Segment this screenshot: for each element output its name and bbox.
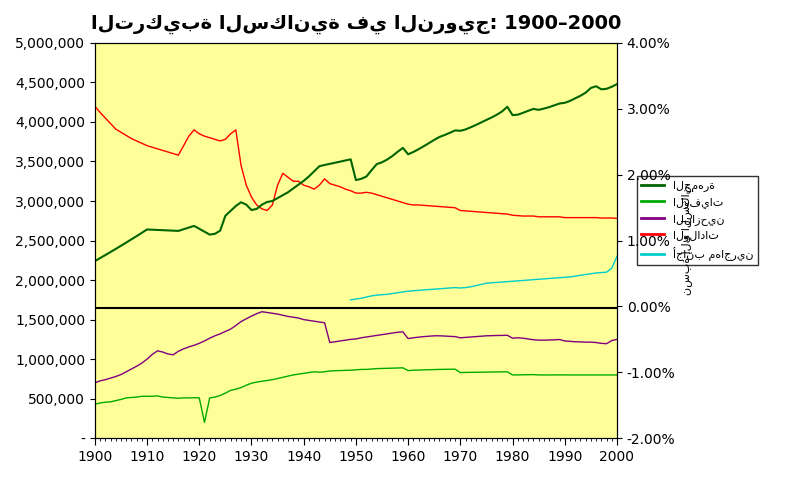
Title: التركيبة السكانية في النرويج: 1900–2000: التركيبة السكانية في النرويج: 1900–2000 [90, 15, 621, 34]
Legend: الجمهرة, الوفيات, النازحين, الولادات, أجانب مهاجرين: الجمهرة, الوفيات, النازحين, الولادات, أج… [637, 176, 758, 265]
Y-axis label: نسبة إلى السكان: نسبة إلى السكان [681, 186, 692, 296]
